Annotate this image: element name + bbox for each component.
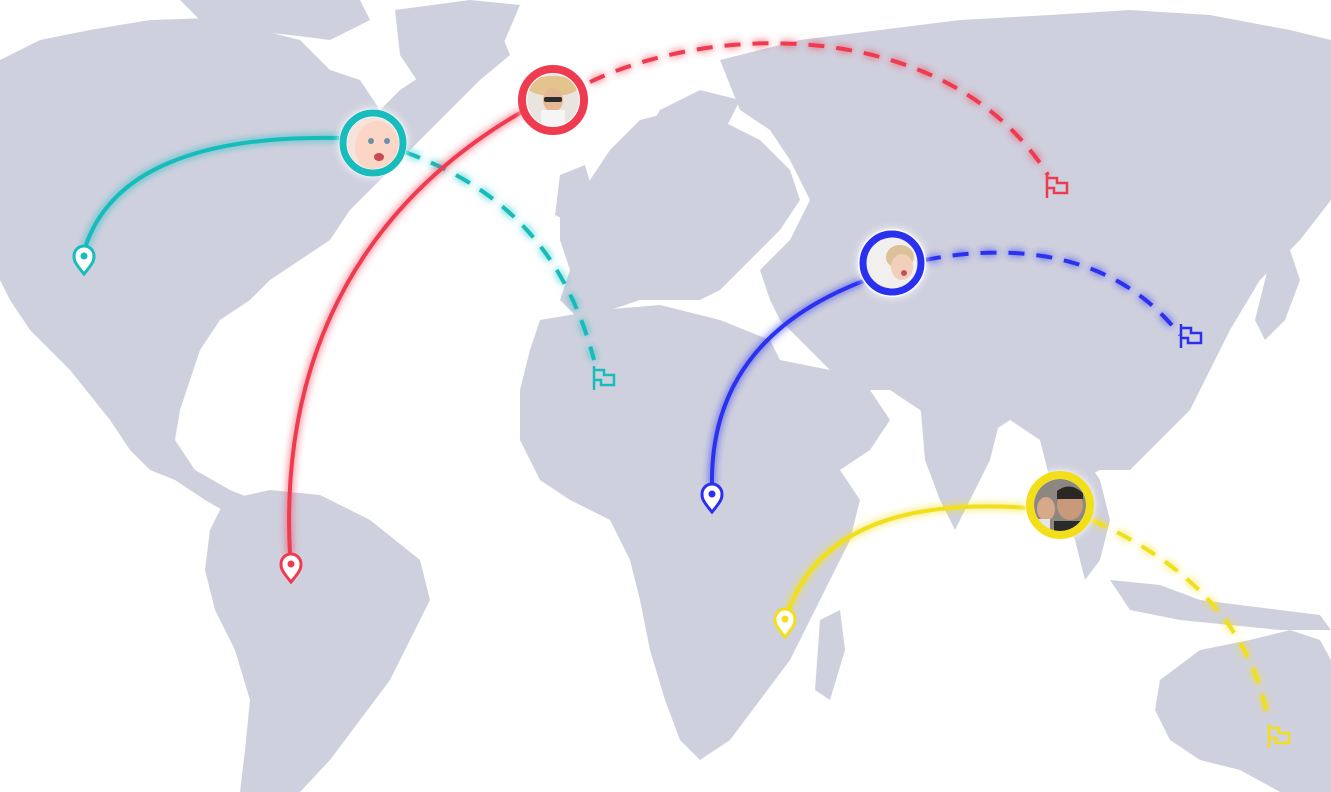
route-blue-planned-line xyxy=(924,250,1182,337)
indian-subcontinent-land xyxy=(920,400,1000,530)
route-red-traveled-line xyxy=(287,108,526,556)
south-america-land xyxy=(205,490,430,792)
japan-land xyxy=(1255,250,1300,340)
flag-icon[interactable] xyxy=(1045,174,1069,198)
woman-with-sunhat-avatar[interactable] xyxy=(518,65,588,135)
baby-face-avatar[interactable] xyxy=(339,109,407,177)
origin-pins xyxy=(72,244,797,640)
map-pin-icon[interactable] xyxy=(72,244,96,277)
map-pin-icon[interactable] xyxy=(700,482,724,515)
route-red[interactable] xyxy=(287,41,1050,556)
madagascar-land xyxy=(815,610,845,700)
europe-land xyxy=(560,110,800,320)
asia-land xyxy=(720,10,1331,480)
north-america-land xyxy=(0,18,510,520)
map-pin-icon[interactable] xyxy=(279,552,303,585)
map-pin-icon[interactable] xyxy=(773,607,797,640)
route-teal-traveled-line xyxy=(83,135,341,249)
route-yellow-traveled-line xyxy=(785,504,1029,615)
africa-land xyxy=(520,305,860,760)
destination-flags xyxy=(592,174,1291,748)
flag-icon[interactable] xyxy=(1179,324,1203,348)
route-teal[interactable] xyxy=(83,135,596,361)
travel-routes xyxy=(83,41,1270,721)
australia-land xyxy=(1155,630,1331,792)
traveler-avatars xyxy=(339,65,1094,539)
scandinavia-land xyxy=(630,90,740,180)
route-blue-traveled-line xyxy=(709,278,867,488)
route-blue[interactable] xyxy=(709,250,1182,488)
indonesia-land xyxy=(1110,580,1331,630)
flag-icon[interactable] xyxy=(1267,724,1291,748)
arctic-islands-land xyxy=(180,0,370,40)
route-yellow-planned-line xyxy=(1091,518,1270,721)
girl-making-face-avatar[interactable] xyxy=(858,229,926,297)
route-yellow[interactable] xyxy=(785,504,1270,721)
greenland-land xyxy=(395,0,520,90)
route-teal-planned-line xyxy=(404,150,596,361)
flag-icon[interactable] xyxy=(592,366,616,390)
two-boys-selfie-avatar[interactable] xyxy=(1026,471,1094,539)
route-red-planned-line xyxy=(589,41,1050,177)
british-isles-land xyxy=(555,165,595,225)
